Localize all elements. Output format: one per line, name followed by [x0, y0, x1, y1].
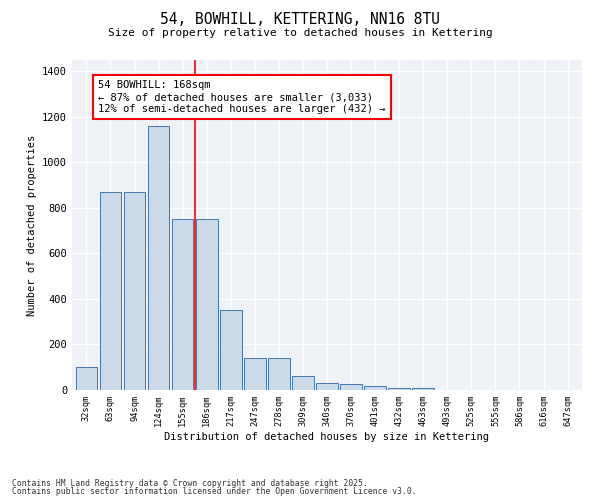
- Text: Contains HM Land Registry data © Crown copyright and database right 2025.: Contains HM Land Registry data © Crown c…: [12, 478, 368, 488]
- Bar: [316, 382, 338, 390]
- Bar: [220, 310, 242, 390]
- Bar: [292, 376, 314, 390]
- Text: Contains public sector information licensed under the Open Government Licence v3: Contains public sector information licen…: [12, 488, 416, 496]
- Bar: [172, 220, 193, 390]
- Text: 54, BOWHILL, KETTERING, NN16 8TU: 54, BOWHILL, KETTERING, NN16 8TU: [160, 12, 440, 28]
- Text: Size of property relative to detached houses in Kettering: Size of property relative to detached ho…: [107, 28, 493, 38]
- Bar: [340, 384, 362, 390]
- Bar: [244, 358, 266, 390]
- Bar: [196, 220, 218, 390]
- Y-axis label: Number of detached properties: Number of detached properties: [26, 134, 37, 316]
- Bar: [364, 386, 386, 390]
- Bar: [148, 126, 169, 390]
- Bar: [100, 192, 121, 390]
- Bar: [388, 388, 410, 390]
- Text: 54 BOWHILL: 168sqm
← 87% of detached houses are smaller (3,033)
12% of semi-deta: 54 BOWHILL: 168sqm ← 87% of detached hou…: [98, 80, 386, 114]
- Bar: [268, 358, 290, 390]
- Bar: [412, 388, 434, 390]
- Bar: [124, 192, 145, 390]
- X-axis label: Distribution of detached houses by size in Kettering: Distribution of detached houses by size …: [164, 432, 490, 442]
- Bar: [76, 367, 97, 390]
